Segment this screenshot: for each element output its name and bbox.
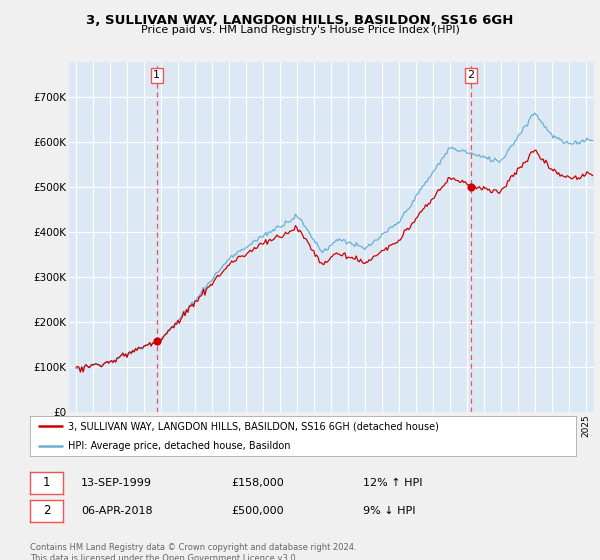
Text: 12% ↑ HPI: 12% ↑ HPI xyxy=(363,478,422,488)
Text: 2: 2 xyxy=(43,504,50,517)
Text: Price paid vs. HM Land Registry's House Price Index (HPI): Price paid vs. HM Land Registry's House … xyxy=(140,25,460,35)
Text: 3, SULLIVAN WAY, LANGDON HILLS, BASILDON, SS16 6GH: 3, SULLIVAN WAY, LANGDON HILLS, BASILDON… xyxy=(86,14,514,27)
Text: 06-APR-2018: 06-APR-2018 xyxy=(81,506,152,516)
Text: 1: 1 xyxy=(43,476,50,489)
Text: Contains HM Land Registry data © Crown copyright and database right 2024.
This d: Contains HM Land Registry data © Crown c… xyxy=(30,543,356,560)
Point xyxy=(466,183,476,192)
Text: 3, SULLIVAN WAY, LANGDON HILLS, BASILDON, SS16 6GH (detached house): 3, SULLIVAN WAY, LANGDON HILLS, BASILDON… xyxy=(68,421,439,431)
Text: 9% ↓ HPI: 9% ↓ HPI xyxy=(363,506,415,516)
Text: 13-SEP-1999: 13-SEP-1999 xyxy=(81,478,152,488)
Point xyxy=(152,336,161,345)
Text: 1: 1 xyxy=(153,71,160,80)
Text: £158,000: £158,000 xyxy=(231,478,284,488)
Text: HPI: Average price, detached house, Basildon: HPI: Average price, detached house, Basi… xyxy=(68,441,291,451)
Text: £500,000: £500,000 xyxy=(231,506,284,516)
Text: 2: 2 xyxy=(467,71,475,80)
